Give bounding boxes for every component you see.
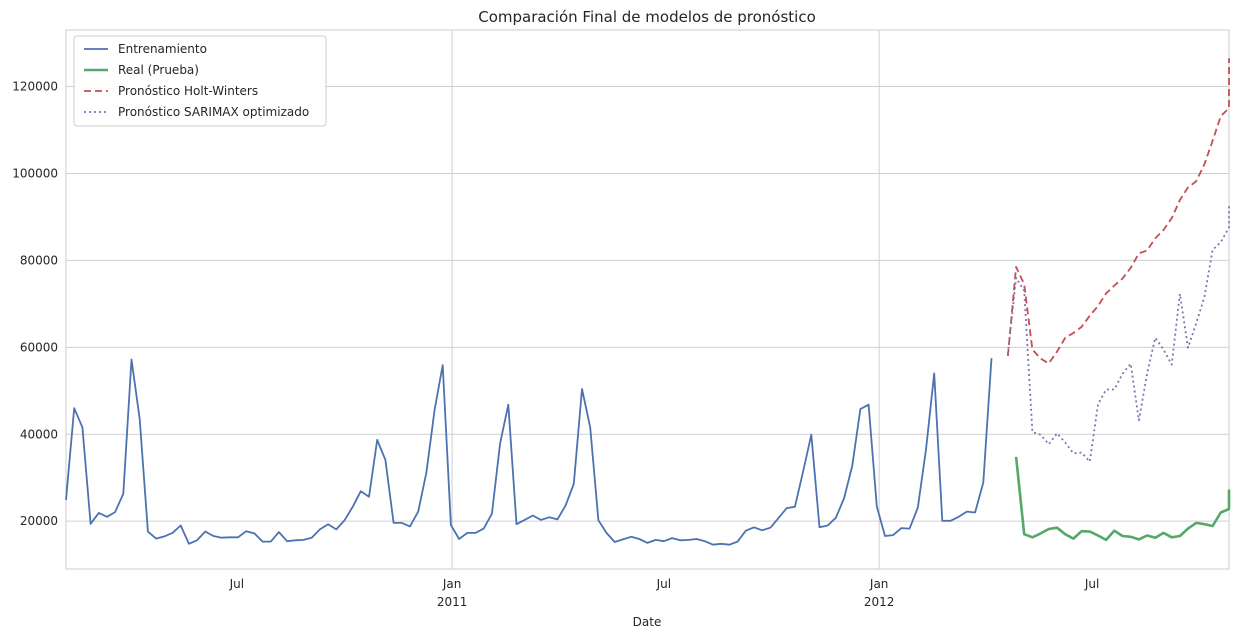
x-tick-year-label: 2012 bbox=[864, 595, 895, 609]
chart-title: Comparación Final de modelos de pronósti… bbox=[478, 8, 816, 26]
y-tick-label: 100000 bbox=[12, 166, 58, 180]
series-layer bbox=[65, 58, 1231, 546]
legend-label-real-prueba: Real (Prueba) bbox=[118, 63, 199, 77]
legend-label-holt-winters: Pronóstico Holt-Winters bbox=[118, 84, 258, 98]
grid-layer bbox=[66, 30, 1229, 569]
y-tick-label: 80000 bbox=[20, 253, 58, 267]
x-tick-label: Jan bbox=[869, 577, 889, 591]
legend-box bbox=[73, 35, 327, 127]
legend-label-entrenamiento: Entrenamiento bbox=[118, 42, 207, 56]
series-line-2 bbox=[1007, 58, 1230, 365]
x-tick-label: Jan bbox=[442, 577, 462, 591]
series-line-0 bbox=[65, 358, 993, 546]
x-tick-label: Jul bbox=[656, 577, 671, 591]
x-tick-label: Jul bbox=[1084, 577, 1099, 591]
y-tick-label: 120000 bbox=[12, 80, 58, 94]
series-line-1 bbox=[1014, 456, 1231, 542]
y-tick-label: 60000 bbox=[20, 340, 58, 354]
axis-layer: 20000 40000 60000 80000 100000 120000 Jul Jan 20… bbox=[12, 80, 1099, 609]
series-line-3 bbox=[1007, 206, 1230, 463]
x-axis-label: Date bbox=[633, 615, 662, 629]
legend: Entrenamiento Real (Prueba) Pronóstico H… bbox=[73, 35, 327, 127]
legend-label-sarimax: Pronóstico SARIMAX optimizado bbox=[118, 105, 309, 119]
x-tick-label: Jul bbox=[229, 577, 244, 591]
y-tick-label: 40000 bbox=[20, 427, 58, 441]
x-tick-year-label: 2011 bbox=[437, 595, 468, 609]
y-tick-label: 20000 bbox=[20, 514, 58, 528]
